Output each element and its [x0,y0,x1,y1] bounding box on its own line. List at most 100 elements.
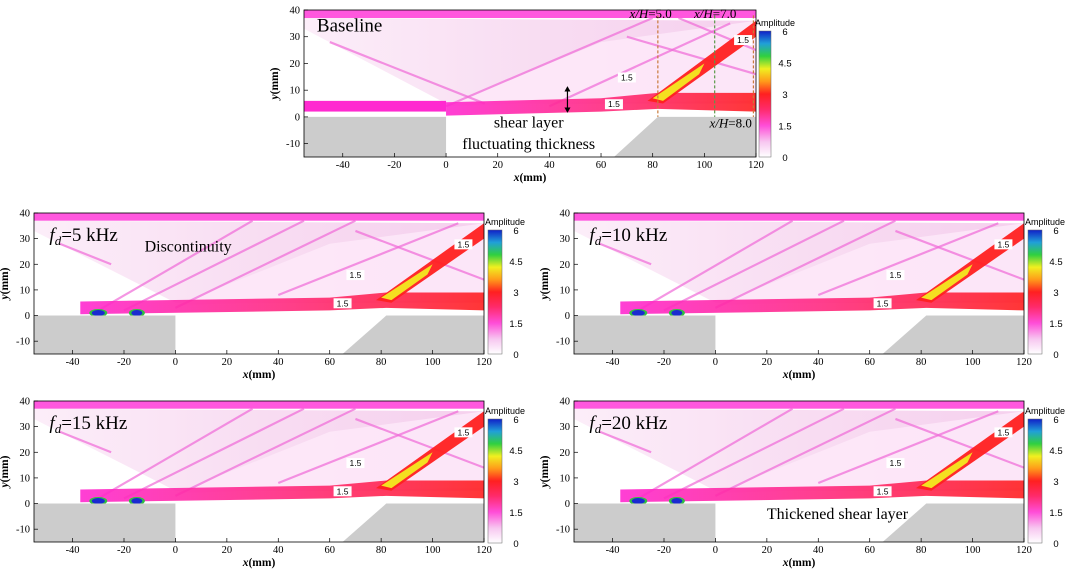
actuator-jet-core [671,497,683,504]
y-axis-label: y(mm) [0,455,11,489]
contour-label: 1.5 [608,99,620,109]
wave-line [174,219,356,309]
colorbar-tick: 0 [513,539,518,550]
x-tick-label: 80 [916,357,927,368]
colorbar-tick: 6 [513,226,518,237]
contour-label-box [994,239,1013,250]
baseline-panel: -40 -20 0 20 40 60 80 100 120-10010203040x(mm)y(… [269,6,795,185]
x-tick-label: 80 [376,357,387,368]
ramp-wall [342,503,484,542]
colorbar-label: Amplitude [1025,406,1065,416]
wave-line [123,407,305,500]
wave-line [277,410,459,485]
wave-line [445,17,654,108]
contour-label-box [454,239,473,250]
xh-label-5: x/H=5.0 [628,6,671,21]
panel-title: fd=15 kHz [49,413,127,436]
contour-label-box [873,486,892,497]
y-tick-label: 20 [20,448,31,459]
x-tick-label: 20 [492,160,503,171]
colorbar-tick: 0 [1053,539,1058,550]
y-tick-label: 0 [565,499,570,510]
axes-frame [33,212,485,355]
plot-area: -40 -20 0 20 40 60 80 100 120-10010203040x(mm)y(… [0,397,492,570]
discontinuity-note: Discontinuity [145,238,232,255]
y-tick-label: 10 [290,86,301,97]
wave-line [817,410,999,485]
plot-area: -40 -20 0 20 40 60 80 100 120-10010203040x(mm)y(… [539,209,1032,382]
contour-label-box [604,99,623,110]
xh-label-7: x/H=7.0 [693,6,736,21]
x-tick-label: 0 [173,545,178,556]
x-tick-label: 20 [222,357,233,368]
contour-label-box [873,298,892,309]
x-tick-label: 100 [965,357,981,368]
contour-label-box [346,270,365,281]
contour-label-box [994,427,1013,438]
amplitude-field [34,213,484,354]
x-tick-label: 0 [713,545,718,556]
x-tick-label: 40 [813,545,824,556]
contour-label: 1.5 [998,427,1010,437]
contour-label-box [734,35,753,46]
wave-line [895,229,1024,281]
x-tick-label: -40 [66,545,80,556]
colorbar-tick: 0 [1053,350,1058,361]
shock-core [921,452,973,489]
x-tick-label: -20 [657,357,671,368]
contour-label-box [617,72,636,83]
wave-line [714,219,896,309]
colorbar-tick: 4.5 [1049,257,1062,268]
wave-line [663,407,845,500]
top-wall-layer [34,401,484,409]
colorbar-tick: 6 [1053,415,1058,426]
wave-line [97,407,254,500]
shear-layer [446,92,756,116]
y-tick-label: -10 [556,337,570,348]
x-tick-label: 20 [222,545,233,556]
x-tick-label: 100 [425,545,441,556]
x-tick-label: 80 [916,545,927,556]
contour-label: 1.5 [350,458,362,468]
contour-label-box [333,486,352,497]
contour-label-box [333,298,352,309]
colorbar-label: Amplitude [1025,217,1065,227]
y-tick-label: 20 [290,59,301,70]
colorbar-tick: 4.5 [778,59,791,70]
x-tick-label: 0 [443,160,448,171]
x-tick-label: -20 [117,357,131,368]
x-tick-label: 60 [864,545,875,556]
top-wall-layer [304,10,756,19]
x-tick-label: 80 [647,160,658,171]
contour-label-box [346,458,365,469]
x-tick-label: 100 [965,545,981,556]
axes-frame [33,400,485,543]
step-wall [34,503,176,542]
colorbar-tick: 4.5 [509,257,522,268]
x-tick-label: -20 [657,545,671,556]
contour-label: 1.5 [337,298,349,308]
panel-title: Baseline [317,15,382,36]
colorbar-tick: 4.5 [509,446,522,457]
x-tick-label: 80 [376,545,387,556]
y-tick-label: 30 [290,32,301,43]
y-tick-label: 0 [25,499,30,510]
wave-line [599,242,652,266]
shock-core [381,264,433,301]
colorbar-tick: 3 [782,90,787,101]
fd5-panel: -40 -20 0 20 40 60 80 100 120-10010203040x(mm)y(… [0,209,525,382]
axes-frame [303,9,757,158]
xh-label-8: x/H=8.0 [709,116,752,131]
y-tick-label: 10 [20,285,31,296]
wave-line [355,417,484,469]
x-tick-label: -40 [606,357,620,368]
colorbar-tick: 0 [513,350,518,361]
arrow-head-down [564,107,571,113]
actuator-jet-core [131,309,143,316]
y-tick-label: -10 [16,525,30,536]
wave-line [97,219,254,312]
x-axis-label: x(mm) [242,557,276,569]
upstream-shear-layer [304,100,447,112]
y-tick-label: 10 [560,473,571,484]
contour-label: 1.5 [890,270,902,280]
